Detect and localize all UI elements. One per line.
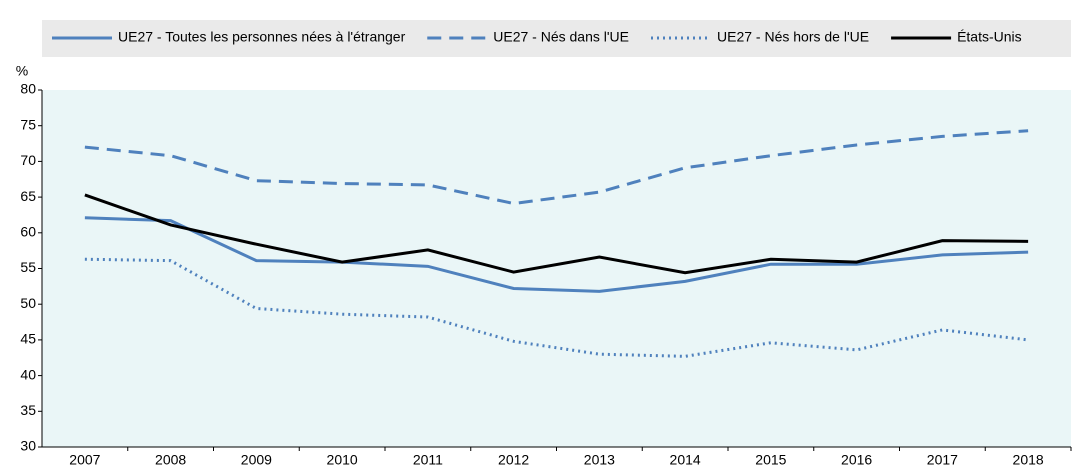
y-tick-label: 40 — [20, 366, 36, 382]
y-tick-label: 50 — [20, 295, 36, 311]
x-tick-label: 2007 — [69, 452, 100, 468]
legend-label: UE27 - Nés dans l'UE — [493, 29, 629, 45]
x-tick-label: 2014 — [670, 452, 701, 468]
x-tick-label: 2011 — [413, 452, 443, 468]
y-tick-label: 45 — [20, 331, 36, 347]
series-line — [84, 216, 1029, 293]
y-tick-label: 80 — [20, 81, 36, 97]
legend-label: UE27 - Toutes les personnes nées à l'étr… — [118, 29, 406, 45]
y-tick-label: 30 — [20, 438, 36, 454]
x-tick-label: 2018 — [1013, 452, 1044, 468]
series-line — [84, 257, 1029, 358]
series-line — [84, 193, 1029, 275]
plot-background — [42, 90, 1071, 447]
y-tick-label: 60 — [20, 224, 36, 240]
x-tick-label: 2008 — [155, 452, 186, 468]
y-tick-label: 35 — [20, 402, 36, 418]
x-tick-label: 2015 — [755, 452, 786, 468]
y-unit-label: % — [16, 63, 28, 79]
legend-label: UE27 - Nés hors de l'UE — [717, 29, 869, 45]
x-tick-label: 2012 — [498, 452, 529, 468]
x-tick-label: 2009 — [241, 452, 272, 468]
y-tick-label: 70 — [20, 152, 36, 168]
x-tick-label: 2010 — [327, 452, 358, 468]
legend-label: États-Unis — [957, 29, 1022, 45]
x-tick-label: 2017 — [927, 452, 958, 468]
y-tick-label: 65 — [20, 188, 36, 204]
x-tick-label: 2013 — [584, 452, 615, 468]
y-tick-label: 75 — [20, 116, 36, 132]
y-tick-label: 55 — [20, 259, 36, 275]
series-line — [84, 129, 1029, 206]
x-tick-label: 2016 — [841, 452, 872, 468]
